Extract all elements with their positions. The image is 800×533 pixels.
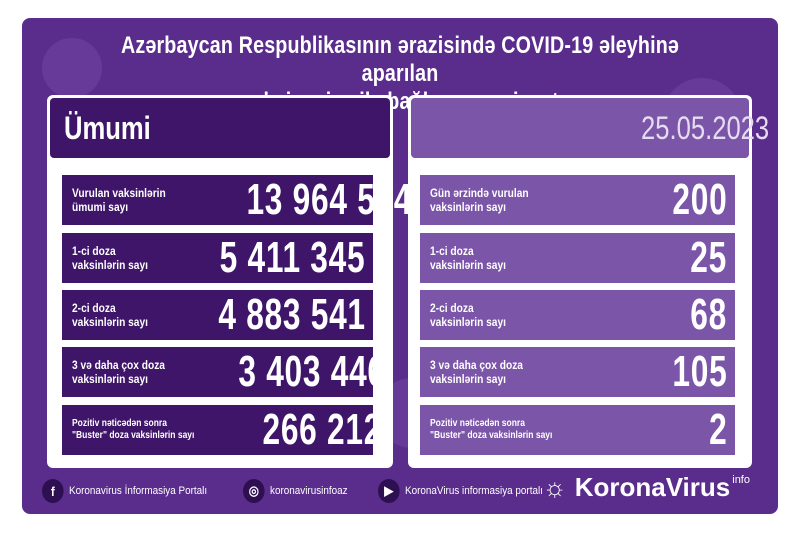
stat-value: 13 964 544 — [246, 175, 413, 224]
stat-label: 2-ci doza — [72, 301, 116, 315]
instagram-text: koronavirusinfoaz — [270, 485, 349, 497]
stat-label: vaksinlərin sayı — [430, 372, 506, 386]
logo-text: KoronaVirus — [574, 472, 731, 502]
stat-label: vaksinlərin sayı — [72, 372, 148, 386]
stat-row: 1-ci doza vaksinlərin sayı 25 — [420, 233, 735, 283]
stat-row: 3 və daha çox doza vaksinlərin sayı 105 — [420, 347, 735, 397]
stat-row: 3 və daha çox doza vaksinlərin sayı 3 403 … — [62, 347, 385, 397]
total-header: Ümumi — [50, 98, 390, 158]
facebook-icon: f — [42, 479, 64, 503]
date-text: 25.05.2023 — [640, 110, 769, 146]
instagram-link[interactable]: ◎ koronavirusinfoaz — [243, 479, 348, 503]
stat-row: Pozitiv nəticədən sonra "Buster" doza vak… — [420, 405, 735, 455]
stat-label: Pozitiv nəticədən sonra — [430, 418, 525, 429]
stat-label: "Buster" doza vaksinlərin sayı — [430, 430, 553, 441]
total-panel: Ümumi Vurulan vaksinlərin ümumi sayı 13 96… — [47, 95, 412, 468]
stat-value: 68 — [690, 290, 727, 339]
facebook-link[interactable]: f Koronavirus İnformasiya Portalı — [42, 479, 207, 503]
stat-label: 3 və daha çox doza — [430, 358, 523, 372]
stat-label: "Buster" doza vaksinlərin sayı — [72, 430, 195, 441]
virus-sun-icon: ☼ — [542, 472, 567, 502]
date-header: 25.05.2023 — [411, 98, 769, 158]
stat-value: 266 212 — [262, 405, 383, 454]
stat-value: 25 — [690, 233, 727, 282]
instagram-icon: ◎ — [243, 479, 266, 503]
facebook-text: Koronavirus İnformasiya Portalı — [69, 485, 208, 497]
stat-label: 1-ci doza — [72, 244, 116, 258]
stat-row: Gün ərzində vurulan vaksinlərin sayı 200 — [420, 175, 735, 225]
stat-label: 2-ci doza — [430, 301, 474, 315]
stat-value: 200 — [671, 175, 727, 224]
stat-label: Vurulan vaksinlərin — [72, 186, 166, 200]
stat-value: 4 883 541 — [218, 290, 367, 339]
stat-label: Pozitiv nəticədən sonra — [72, 418, 167, 429]
logo-sup: info — [732, 473, 750, 486]
stat-value: 3 403 446 — [238, 347, 387, 396]
stat-row: 1-ci doza vaksinlərin sayı 5 411 345 — [62, 233, 373, 283]
stat-row: Vurulan vaksinlərin ümumi sayı 13 964 544 — [62, 175, 412, 225]
infographic-card: Azərbaycan Respublikasının ərazisində CO… — [22, 18, 778, 514]
total-header-text: Ümumi — [64, 110, 151, 146]
youtube-icon: ▶ — [377, 479, 400, 503]
title-line: Azərbaycan Respublikasının ərazisində CO… — [120, 32, 680, 87]
stat-label: vaksinlərin sayı — [430, 315, 506, 329]
stat-label: ümumi sayı — [72, 200, 129, 214]
stat-label: vaksinlərin sayı — [430, 258, 506, 272]
koronavirus-logo: ☼ KoronaVirus info — [543, 472, 750, 503]
stat-row: Pozitiv nəticədən sonra "Buster" doza vak… — [62, 405, 381, 455]
stat-label: vaksinlərin sayı — [72, 258, 148, 272]
stat-row: 2-ci doza vaksinlərin sayı 4 883 541 — [62, 290, 373, 340]
youtube-link[interactable]: ▶ KoronaVirus informasiya portalı — [377, 479, 543, 503]
stat-label: 3 və daha çox doza — [72, 358, 165, 372]
stat-value: 5 411 345 — [219, 233, 365, 282]
stat-label: 1-ci doza — [430, 244, 474, 258]
footer: f Koronavirus İnformasiya Portalı ◎ korona… — [42, 476, 758, 506]
stat-row: 2-ci doza vaksinlərin sayı 68 — [420, 290, 735, 340]
stat-value: 2 — [708, 405, 727, 454]
stat-label: vaksinlərin sayı — [430, 200, 506, 214]
youtube-text: KoronaVirus informasiya portalı — [404, 485, 543, 497]
stat-value: 105 — [671, 347, 727, 396]
stat-label: vaksinlərin sayı — [72, 315, 148, 329]
stat-label: Gün ərzində vurulan — [430, 186, 529, 200]
daily-panel: 25.05.2023 Gün ərzində vurulan vaksinləri… — [408, 95, 769, 468]
